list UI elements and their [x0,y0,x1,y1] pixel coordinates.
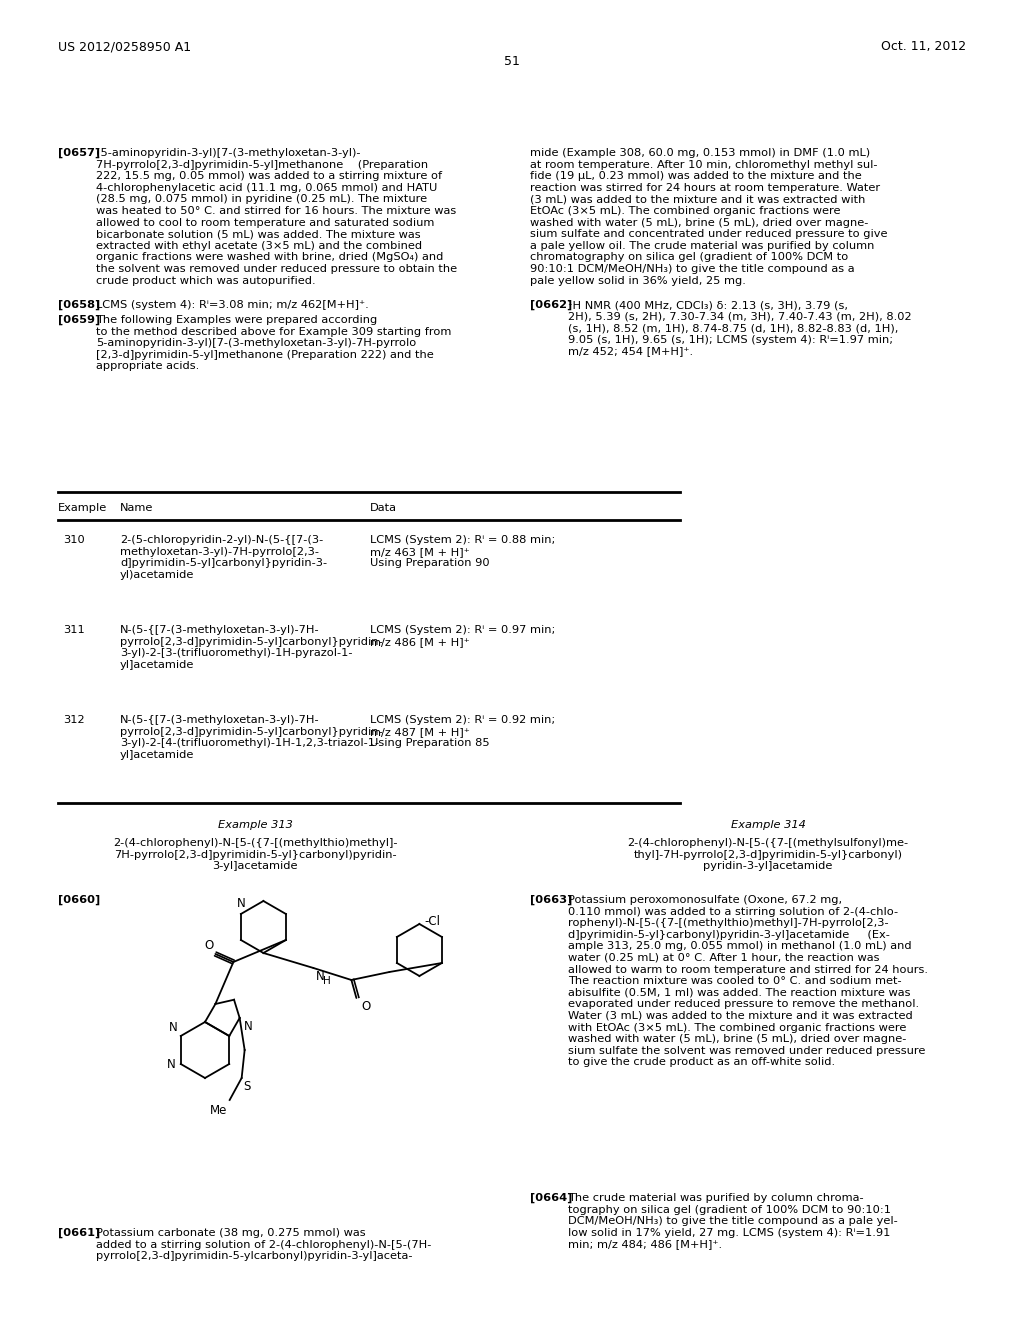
Text: Example 314: Example 314 [730,820,806,830]
Text: ¹H NMR (400 MHz, CDCl₃) δ: 2.13 (s, 3H), 3.79 (s,
2H), 5.39 (s, 2H), 7.30-7.34 (: ¹H NMR (400 MHz, CDCl₃) δ: 2.13 (s, 3H),… [568,300,911,356]
Text: [0662]: [0662] [530,300,572,310]
Text: 2-(4-chlorophenyl)-N-[5-({7-[(methylsulfonyl)me-
thyl]-7H-pyrrolo[2,3-d]pyrimidi: 2-(4-chlorophenyl)-N-[5-({7-[(methylsulf… [628,838,908,871]
Text: 312: 312 [63,715,85,725]
Text: Name: Name [120,503,154,513]
Text: [0664]: [0664] [530,1193,572,1204]
Text: LCMS (System 2): Rⁱ = 0.88 min;
m/z 463 [M + H]⁺
Using Preparation 90: LCMS (System 2): Rⁱ = 0.88 min; m/z 463 … [370,535,555,568]
Text: 2-(5-chloropyridin-2-yl)-N-(5-{[7-(3-
methyloxetan-3-yl)-7H-pyrrolo[2,3-
d]pyrim: 2-(5-chloropyridin-2-yl)-N-(5-{[7-(3- me… [120,535,327,579]
Text: N: N [244,1020,252,1034]
Text: N: N [169,1020,178,1034]
Text: Oct. 11, 2012: Oct. 11, 2012 [881,40,966,53]
Text: The following Examples were prepared according
to the method described above for: The following Examples were prepared acc… [96,315,452,371]
Text: 51: 51 [504,55,520,69]
Text: The crude material was purified by column chroma-
tography on silica gel (gradie: The crude material was purified by colum… [568,1193,898,1250]
Text: O: O [204,939,213,952]
Text: N-(5-{[7-(3-methyloxetan-3-yl)-7H-
pyrrolo[2,3-d]pyrimidin-5-yl]carbonyl}pyridin: N-(5-{[7-(3-methyloxetan-3-yl)-7H- pyrro… [120,715,383,760]
Text: Example: Example [58,503,108,513]
Text: 311: 311 [63,624,85,635]
Text: [0658]: [0658] [58,300,100,310]
Text: 310: 310 [63,535,85,545]
Text: S: S [244,1080,251,1093]
Text: 2-(4-chlorophenyl)-N-[5-({7-[(methylthio)methyl]-
7H-pyrrolo[2,3-d]pyrimidin-5-y: 2-(4-chlorophenyl)-N-[5-({7-[(methylthio… [113,838,397,871]
Text: [0660]: [0660] [58,895,100,906]
Text: N: N [237,898,246,909]
Text: N: N [315,970,325,983]
Text: H: H [324,975,331,986]
Text: [0657]: [0657] [58,148,100,158]
Text: [0659]: [0659] [58,315,100,325]
Text: US 2012/0258950 A1: US 2012/0258950 A1 [58,40,191,53]
Text: N: N [167,1057,176,1071]
Text: [0661]: [0661] [58,1228,100,1238]
Text: LCMS (system 4): Rⁱ=3.08 min; m/z 462[M+H]⁺.: LCMS (system 4): Rⁱ=3.08 min; m/z 462[M+… [96,300,369,310]
Text: N-(5-{[7-(3-methyloxetan-3-yl)-7H-
pyrrolo[2,3-d]pyrimidin-5-yl]carbonyl}pyridin: N-(5-{[7-(3-methyloxetan-3-yl)-7H- pyrro… [120,624,383,669]
Text: Potassium carbonate (38 mg, 0.275 mmol) was
added to a stirring solution of 2-(4: Potassium carbonate (38 mg, 0.275 mmol) … [96,1228,431,1261]
Text: LCMS (System 2): Rⁱ = 0.92 min;
m/z 487 [M + H]⁺
Using Preparation 85: LCMS (System 2): Rⁱ = 0.92 min; m/z 487 … [370,715,555,748]
Text: mide (Example 308, 60.0 mg, 0.153 mmol) in DMF (1.0 mL)
at room temperature. Aft: mide (Example 308, 60.0 mg, 0.153 mmol) … [530,148,888,285]
Text: Example 313: Example 313 [217,820,293,830]
Text: Me: Me [210,1104,227,1117]
Text: O: O [361,1001,371,1012]
Text: Potassium peroxomonosulfate (Oxone, 67.2 mg,
0.110 mmol) was added to a stirring: Potassium peroxomonosulfate (Oxone, 67.2… [568,895,928,1068]
Text: LCMS (System 2): Rⁱ = 0.97 min;
m/z 486 [M + H]⁺: LCMS (System 2): Rⁱ = 0.97 min; m/z 486 … [370,624,555,647]
Text: -Cl: -Cl [424,916,440,928]
Text: (5-aminopyridin-3-yl)[7-(3-methyloxetan-3-yl)-
7H-pyrrolo[2,3-d]pyrimidin-5-yl]m: (5-aminopyridin-3-yl)[7-(3-methyloxetan-… [96,148,457,285]
Text: [0663]: [0663] [530,895,572,906]
Text: Data: Data [370,503,397,513]
